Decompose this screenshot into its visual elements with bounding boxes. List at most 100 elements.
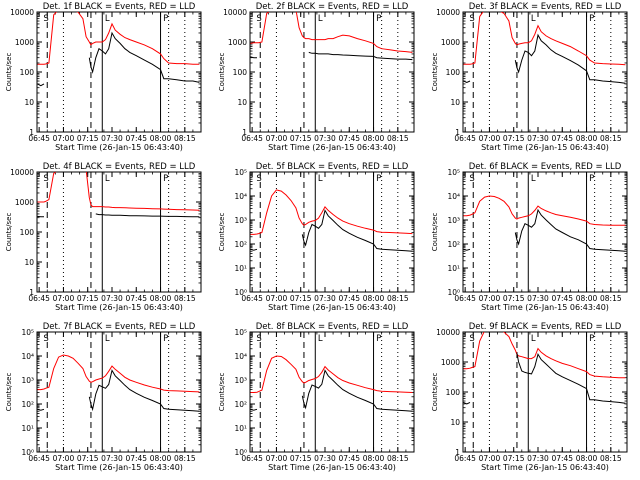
y-tick-label: 1000	[15, 38, 34, 47]
series-line-events	[250, 369, 413, 412]
panel-7: Det. 7f BLACK = Events, RED = LLD 10⁰ 10¹ 1…	[5, 322, 202, 472]
x-tick-label: 07:30	[101, 454, 123, 463]
region-marker-s: S	[43, 174, 48, 184]
panel-4: Det. 4f BLACK = Events, RED = LLD 1 10 100 1…	[5, 162, 202, 312]
y-axis-label: Counts/sec	[218, 213, 226, 252]
series-line-events	[37, 31, 200, 87]
series-line-lld	[37, 354, 200, 393]
plot-frame	[462, 171, 628, 293]
y-tick-label: 10000	[10, 168, 34, 177]
x-tick-label: 07:00	[266, 454, 288, 463]
y-tick-label: 1000	[441, 358, 460, 367]
y-axis-label: Counts/sec	[431, 53, 439, 92]
x-tick-label: 08:15	[600, 134, 622, 143]
x-tick-label: 07:15	[290, 294, 312, 303]
x-tick-label: 07:45	[338, 454, 360, 463]
x-tick-label: 08:00	[576, 454, 598, 463]
panel-8: Det. 8f BLACK = Events, RED = LLD 10⁰ 10¹ 1…	[218, 322, 415, 472]
y-tick-label: 10³	[447, 216, 460, 225]
y-tick-label: 10⁰	[234, 448, 247, 457]
x-axis-label: Start Time (26-Jan-15 06:43:40)	[55, 143, 183, 152]
x-tick-label: 06:45	[241, 134, 263, 143]
y-tick-label: 100	[446, 388, 461, 397]
region-marker-p: P	[376, 14, 381, 24]
x-tick-label: 07:15	[503, 454, 525, 463]
y-tick-label: 10¹	[447, 264, 460, 273]
y-tick-label: 10¹	[234, 264, 247, 273]
x-tick-label: 08:00	[150, 454, 172, 463]
x-tick-label: 07:30	[527, 134, 549, 143]
region-marker-p: P	[163, 174, 168, 184]
panel-title: Det. 3f BLACK = Events, RED = LLD	[469, 2, 622, 12]
x-tick-label: 08:15	[387, 454, 409, 463]
region-marker-s: S	[256, 334, 261, 344]
y-tick-label: 1	[455, 128, 460, 137]
y-tick-label: 1000	[441, 38, 460, 47]
x-tick-label: 07:30	[314, 454, 336, 463]
region-marker-l: L	[105, 174, 110, 184]
panel-title: Det. 5f BLACK = Events, RED = LLD	[256, 162, 409, 172]
y-tick-label: 1	[242, 128, 247, 137]
series-line-events	[463, 352, 626, 405]
y-tick-label: 100	[20, 228, 35, 237]
panel-9: Det. 9f BLACK = Events, RED = LLD 1 10 100 1…	[431, 322, 628, 472]
y-tick-label: 10⁴	[21, 352, 34, 361]
x-tick-label: 07:45	[338, 134, 360, 143]
x-tick-label: 08:00	[576, 134, 598, 143]
x-tick-label: 08:15	[600, 454, 622, 463]
x-tick-label: 06:45	[28, 134, 50, 143]
series-line-lld	[463, 12, 626, 66]
y-tick-label: 100	[446, 68, 461, 77]
x-tick-label: 07:45	[125, 134, 147, 143]
y-axis-label: Counts/sec	[5, 213, 13, 252]
region-marker-p: P	[163, 334, 168, 344]
x-tick-label: 07:45	[338, 294, 360, 303]
y-tick-label: 100	[20, 68, 35, 77]
x-tick-label: 07:45	[551, 294, 573, 303]
y-axis-label: Counts/sec	[5, 53, 13, 92]
x-tick-label: 07:00	[266, 294, 288, 303]
x-tick-label: 07:15	[77, 294, 99, 303]
panel-title: Det. 8f BLACK = Events, RED = LLD	[256, 322, 409, 332]
y-axis-label: Counts/sec	[218, 53, 226, 92]
x-axis-label: Start Time (26-Jan-15 06:43:40)	[268, 463, 396, 472]
x-tick-label: 08:15	[387, 294, 409, 303]
series-line-lld	[37, 12, 200, 65]
panel-title: Det. 4f BLACK = Events, RED = LLD	[43, 162, 196, 172]
y-tick-label: 1000	[15, 198, 34, 207]
x-tick-label: 08:00	[363, 134, 385, 143]
x-tick-label: 07:15	[290, 454, 312, 463]
x-tick-label: 07:00	[266, 134, 288, 143]
y-tick-label: 10	[450, 98, 460, 107]
panel-title: Det. 6f BLACK = Events, RED = LLD	[469, 162, 622, 172]
y-tick-label: 10000	[436, 328, 460, 337]
region-marker-s: S	[469, 334, 474, 344]
x-tick-label: 08:15	[174, 134, 196, 143]
x-tick-label: 07:00	[53, 454, 75, 463]
x-axis-label: Start Time (26-Jan-15 06:43:40)	[481, 303, 609, 312]
y-axis-label: Counts/sec	[218, 373, 226, 412]
region-marker-s: S	[469, 174, 474, 184]
x-tick-label: 07:45	[125, 294, 147, 303]
x-tick-label: 07:15	[77, 134, 99, 143]
panel-6: Det. 6f BLACK = Events, RED = LLD 10⁰ 10¹ 1…	[431, 162, 628, 312]
panel-2: Det. 2f BLACK = Events, RED = LLD 1 10 100 1…	[218, 2, 415, 152]
region-marker-p: P	[376, 174, 381, 184]
y-tick-label: 10³	[234, 216, 247, 225]
x-tick-label: 08:15	[387, 134, 409, 143]
plot-frame	[249, 171, 415, 293]
x-tick-label: 06:45	[28, 454, 50, 463]
y-tick-label: 1	[455, 448, 460, 457]
region-marker-s: S	[469, 14, 474, 24]
x-tick-label: 07:30	[101, 134, 123, 143]
x-tick-label: 08:00	[150, 294, 172, 303]
y-tick-label: 1000	[228, 38, 247, 47]
x-tick-label: 06:45	[241, 294, 263, 303]
plot-frame	[249, 11, 415, 133]
y-axis-label: Counts/sec	[431, 213, 439, 252]
y-tick-label: 10	[450, 418, 460, 427]
y-axis-label: Counts/sec	[5, 373, 13, 412]
plot-frame	[36, 171, 202, 293]
x-tick-label: 07:15	[503, 294, 525, 303]
